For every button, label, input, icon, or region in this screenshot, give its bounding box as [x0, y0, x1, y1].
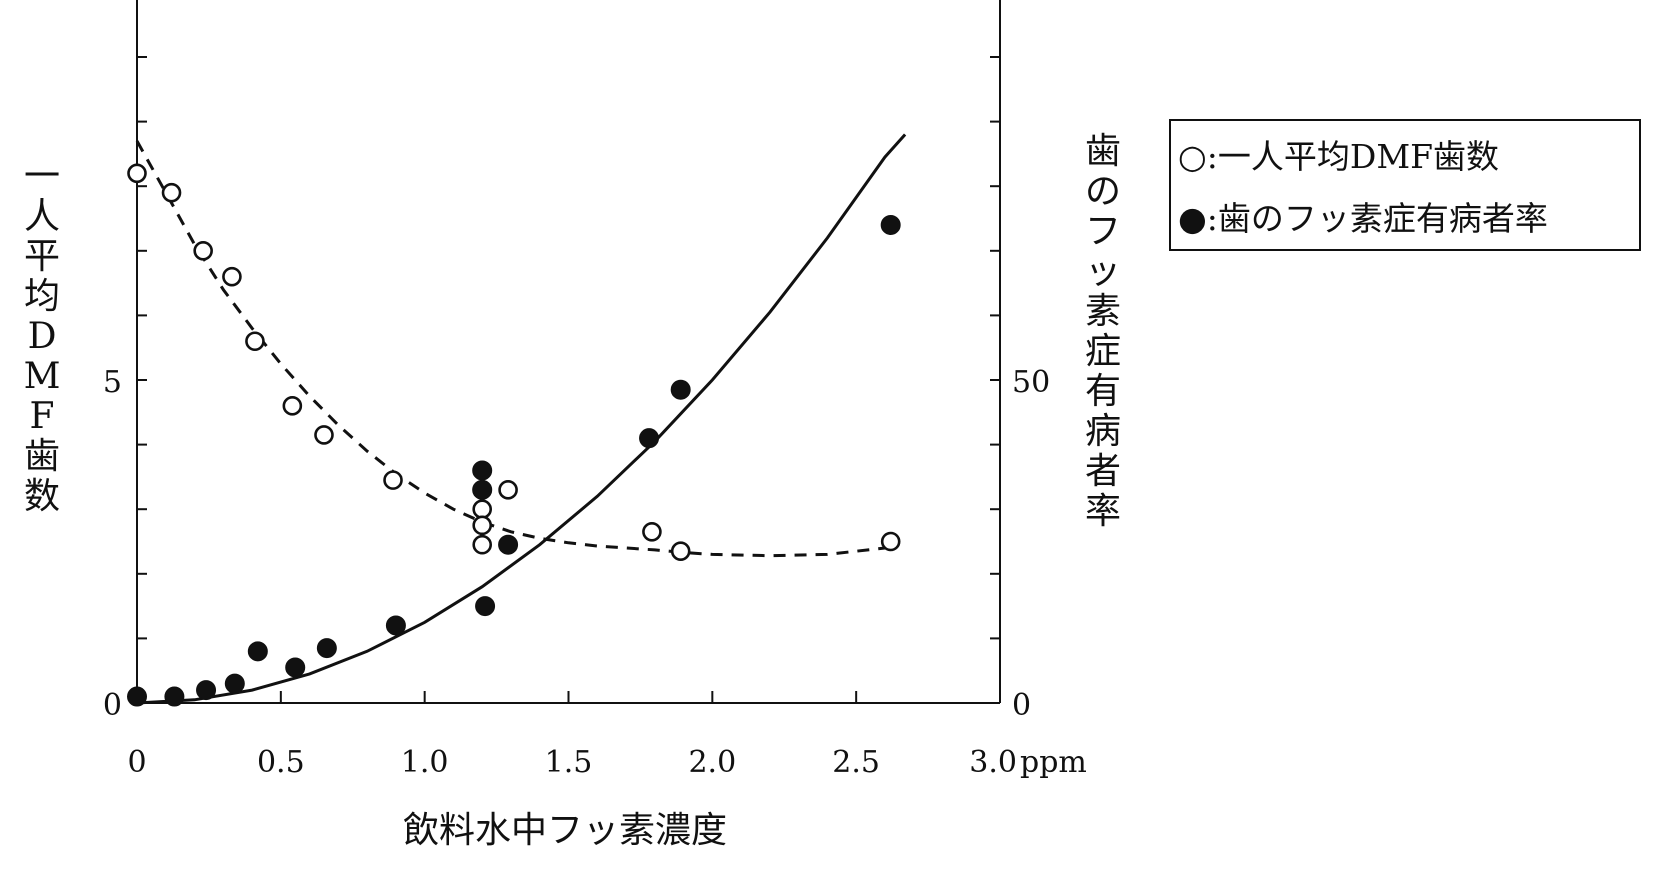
dmf-point — [161, 182, 182, 203]
fluorosis-point — [475, 596, 496, 617]
dmf-point — [642, 522, 662, 542]
y-right-title-char: ッ — [1085, 251, 1121, 292]
y-left-title-char: 人 — [24, 196, 60, 237]
dmf-point — [880, 531, 901, 552]
y-left-title-char: 平 — [24, 236, 60, 277]
y-right-title-char: 者 — [1085, 451, 1121, 492]
dmf-point — [314, 425, 334, 445]
legend: ○:一人平均DMF歯数 ●:歯のフッ素症有病者率 — [1169, 119, 1641, 251]
x-tick-label: 0.5 — [257, 745, 305, 780]
dmf-point — [222, 266, 242, 287]
y-right-title-char: 素 — [1085, 291, 1121, 332]
fluorosis-point — [880, 214, 901, 235]
legend-entry-dmf: ○:一人平均DMF歯数 — [1178, 137, 1499, 176]
dmf-point — [245, 331, 265, 352]
axes-group — [136, 0, 1001, 704]
dmf-point — [193, 241, 213, 261]
x-tick-label: 3.0 — [969, 745, 1017, 780]
fluorosis-point — [639, 428, 660, 449]
y-left-title-char: 数 — [24, 476, 60, 517]
y-right-title-char: 病 — [1085, 411, 1121, 452]
dmf-point — [383, 470, 403, 490]
y-right-title-char: の — [1085, 171, 1121, 212]
legend-box — [1169, 119, 1641, 251]
dmf-fit-curve — [135, 140, 886, 558]
dmf-point — [498, 480, 518, 500]
y-left-title-char: 一 — [24, 156, 60, 197]
y-right-title-char: フ — [1085, 211, 1121, 252]
y-left-title-char: M — [24, 356, 61, 397]
dmf-point — [282, 396, 303, 416]
fluorosis-point — [498, 534, 519, 555]
fit-curves-group — [135, 133, 907, 705]
x-tick-label: 0 — [127, 745, 146, 780]
dmf-point — [127, 163, 147, 184]
x-axis-title: 飲料水中フッ素濃度 — [403, 810, 727, 851]
y-right-tick-label: 50 — [1012, 365, 1050, 400]
fluorosis-point — [385, 615, 406, 636]
fluorosis-point — [247, 641, 268, 662]
dmf-point — [472, 515, 493, 536]
x-tick-label: 2.5 — [832, 745, 880, 780]
fluorosis-point — [196, 680, 217, 701]
y-right-title-char: 有 — [1085, 371, 1121, 412]
y-right-title-char: 歯 — [1085, 131, 1121, 172]
y-right-title-char: 率 — [1085, 491, 1121, 532]
y-right-title-char: 症 — [1085, 331, 1121, 372]
fluorosis-fit-curve — [136, 133, 907, 705]
fluorosis-point — [127, 686, 147, 707]
fluorosis-point — [316, 638, 337, 659]
dmf-point — [472, 499, 493, 520]
fluorosis-point — [670, 379, 691, 400]
x-tick-label: 2.0 — [688, 745, 736, 780]
x-tick-label: 1.0 — [401, 745, 449, 780]
fluorosis-point — [224, 673, 245, 694]
y-left-title-char: D — [28, 316, 57, 357]
x-tick-label: 1.5 — [545, 745, 593, 780]
y-left-title-char: 歯 — [24, 436, 60, 477]
y-left-title-char: 均 — [24, 276, 60, 317]
fluorosis-point — [164, 686, 185, 707]
fluorosis-point — [285, 657, 306, 678]
y-left-tick-label: 5 — [103, 365, 122, 400]
y-left-title-char: F — [30, 396, 55, 437]
fluorosis-point — [472, 479, 493, 500]
x-axis-unit: ppm — [1020, 745, 1087, 780]
labels-group: 飲料水中フッ素濃度 ppm 0 0.5 1.0 1.5 2.0 2.5 3.005050一人… — [24, 131, 1121, 851]
dmf-point — [472, 534, 493, 555]
legend-entry-fluorosis: ●:歯のフッ素症有病者率 — [1178, 199, 1548, 238]
dmf-point — [670, 541, 691, 561]
markers-group — [127, 163, 901, 707]
y-right-tick-label: 0 — [1012, 688, 1031, 723]
y-left-tick-label: 0 — [103, 688, 122, 723]
fluorosis-point — [472, 460, 493, 481]
